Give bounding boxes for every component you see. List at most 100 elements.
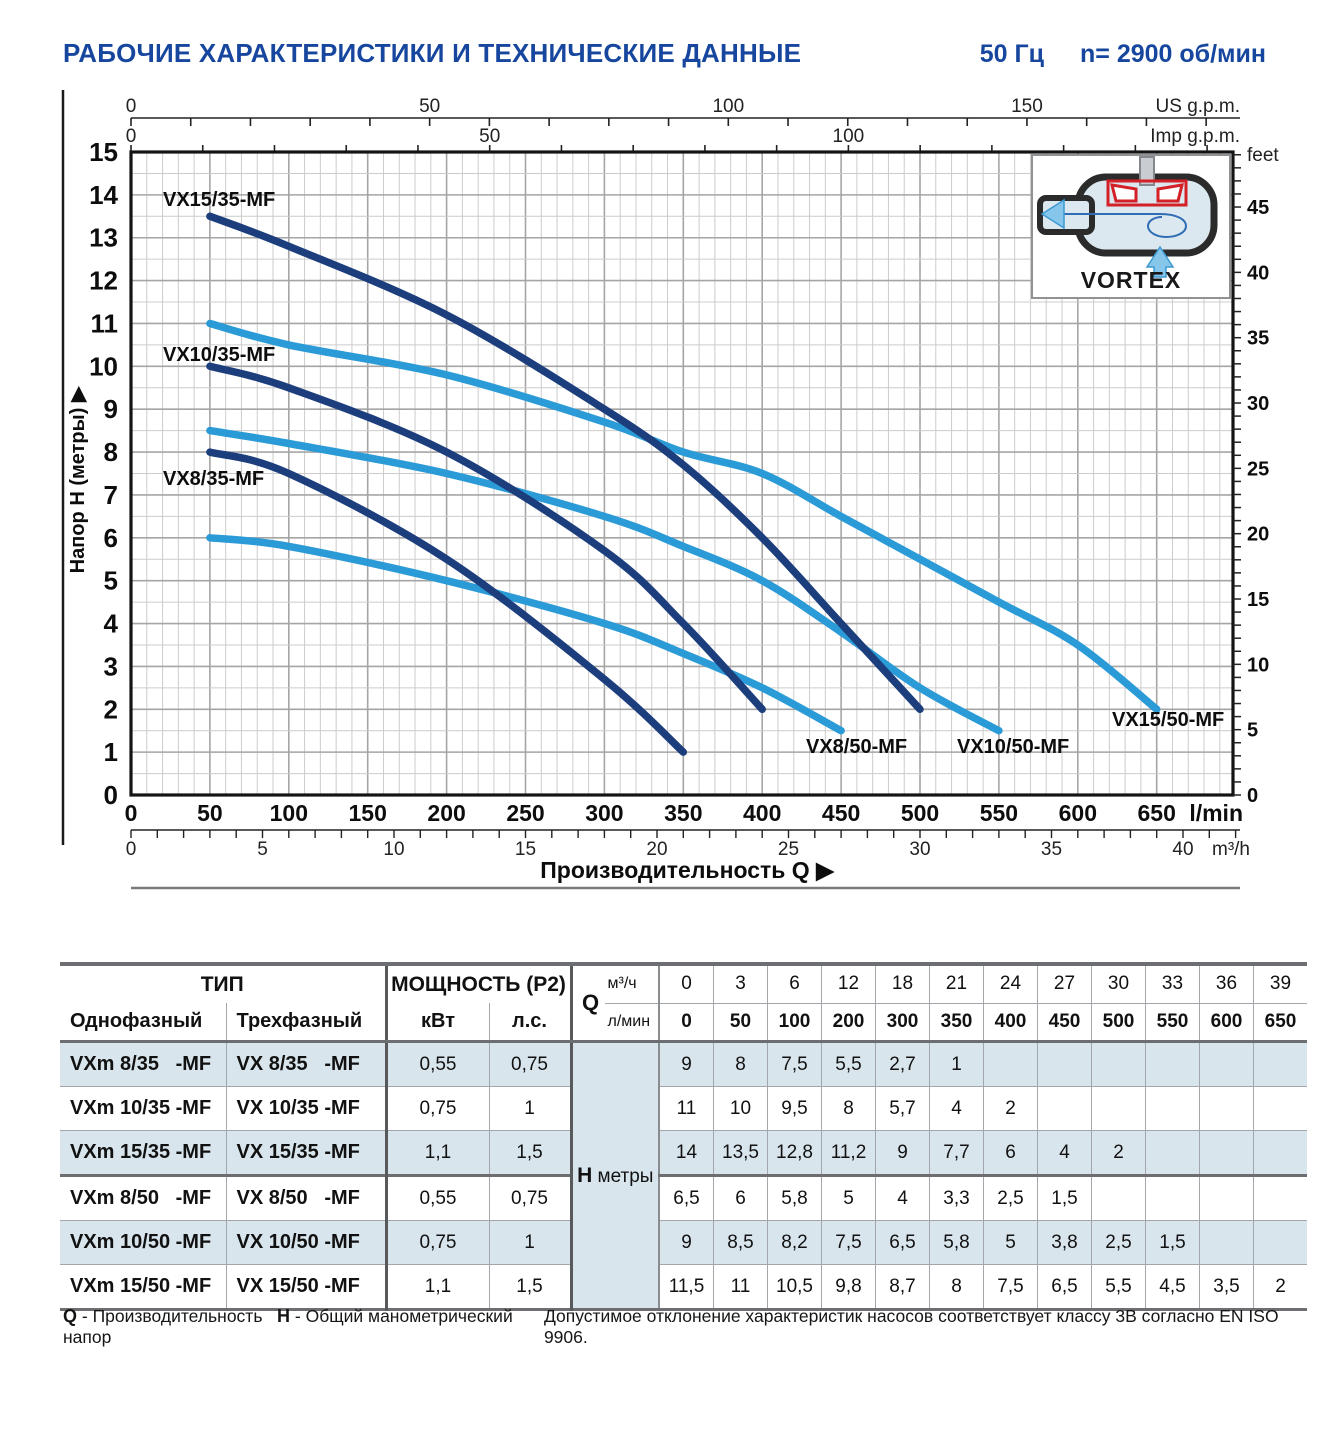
head-value: 9 bbox=[875, 1130, 930, 1176]
curve-VX8/50-MF bbox=[206, 534, 845, 735]
head-value bbox=[1145, 1041, 1200, 1087]
m3h-axis: 0 5 10 15 20 25 30 35 40 m³/h bbox=[126, 829, 1250, 860]
table-row: VXm 8/50 -MF VX 8/50 -MF 0,55 0,75 6,5 6 5,8 5 4… bbox=[60, 1174, 1307, 1221]
head-value: 4 bbox=[1037, 1130, 1092, 1176]
head-value: 2 bbox=[983, 1086, 1038, 1131]
header-m3h-value: 39 bbox=[1253, 964, 1307, 1004]
svg-text:20: 20 bbox=[1247, 524, 1269, 546]
curve-VX15/35-MF bbox=[206, 212, 924, 714]
header-m3h-value: 24 bbox=[983, 964, 1038, 1004]
speed-label: n= 2900 об/мин bbox=[1080, 40, 1266, 68]
head-value: 5,8 bbox=[929, 1220, 984, 1265]
pump-name-single: VXm 8/50 -MF bbox=[60, 1174, 227, 1221]
svg-text:35: 35 bbox=[1041, 839, 1062, 860]
outflow-arrow-icon bbox=[1040, 198, 1065, 230]
head-value: 4,5 bbox=[1145, 1264, 1200, 1310]
impeller-blade-right bbox=[1156, 183, 1185, 203]
head-value: 11 bbox=[713, 1264, 768, 1310]
pump-name-three: VX 8/35 -MF bbox=[225, 1041, 387, 1087]
svg-text:0: 0 bbox=[126, 126, 137, 147]
header-lmin-value: 500 bbox=[1091, 1003, 1146, 1043]
head-value: 7,5 bbox=[983, 1264, 1038, 1310]
head-value bbox=[1037, 1041, 1092, 1087]
head-value: 7,5 bbox=[767, 1041, 822, 1087]
power-hp: 1,5 bbox=[488, 1130, 572, 1176]
header-m3h-value: 21 bbox=[929, 964, 984, 1004]
page-title: РАБОЧИЕ ХАРАКТЕРИСТИКИ И ТЕХНИЧЕСКИЕ ДАН… bbox=[63, 38, 802, 68]
head-value bbox=[1037, 1086, 1092, 1131]
curve-VX15/50-MF bbox=[206, 319, 1161, 714]
head-value: 4 bbox=[929, 1086, 984, 1131]
header-lmin-value: 50 bbox=[713, 1003, 768, 1043]
head-value: 2,5 bbox=[983, 1174, 1038, 1221]
curve-VX8/35-MF bbox=[206, 448, 688, 756]
header-m3h-value: 18 bbox=[875, 964, 930, 1004]
pump-name-single: VXm 15/35 -MF bbox=[60, 1130, 227, 1176]
head-value: 6,5 bbox=[1037, 1264, 1092, 1310]
impeller-frame bbox=[1106, 179, 1188, 207]
pump-name-three: VX 8/50 -MF bbox=[225, 1174, 387, 1221]
head-value: 2 bbox=[1091, 1130, 1146, 1176]
svg-text:500: 500 bbox=[901, 800, 939, 826]
svg-text:m³/h: m³/h bbox=[1212, 839, 1250, 860]
header-m3h-value: 27 bbox=[1037, 964, 1092, 1004]
col-header-three-phase: Трехфазный bbox=[225, 1003, 387, 1043]
svg-text:5: 5 bbox=[104, 566, 118, 596]
legend-note: Q - Производительность H - Общий маномет… bbox=[63, 1306, 544, 1348]
head-value: 5 bbox=[983, 1220, 1038, 1265]
head-value: 3,5 bbox=[1199, 1264, 1254, 1310]
head-value bbox=[1145, 1174, 1200, 1221]
svg-text:VX8/50-MF: VX8/50-MF bbox=[806, 736, 907, 758]
svg-text:5: 5 bbox=[257, 839, 268, 860]
frequency-label: 50 Гц bbox=[979, 40, 1044, 68]
power-kw: 1,1 bbox=[384, 1264, 490, 1310]
head-value: 9 bbox=[658, 1041, 714, 1087]
svg-text:150: 150 bbox=[1011, 96, 1043, 117]
head-value: 11,2 bbox=[821, 1130, 876, 1176]
svg-text:15: 15 bbox=[515, 839, 536, 860]
vortex-inset: VORTEX bbox=[1031, 154, 1231, 299]
inflow-arrow-icon bbox=[1145, 245, 1175, 278]
svg-text:40: 40 bbox=[1172, 839, 1193, 860]
col-header-kw: кВт bbox=[384, 1003, 490, 1043]
imp-gpm-axis: 0 50 100 Imp g.p.m. bbox=[126, 126, 1240, 152]
power-hp: 0,75 bbox=[488, 1174, 572, 1221]
svg-text:30: 30 bbox=[909, 839, 930, 860]
y-axis-title: Напор H (метры) ▶ bbox=[67, 385, 89, 573]
header-m3h-value: 33 bbox=[1145, 964, 1200, 1004]
header-lmin-value: 100 bbox=[767, 1003, 822, 1043]
flow-line bbox=[1062, 213, 1188, 239]
header-lmin-value: 550 bbox=[1145, 1003, 1200, 1043]
svg-text:1: 1 bbox=[104, 737, 118, 767]
svg-text:450: 450 bbox=[822, 800, 860, 826]
header-m3h-value: 36 bbox=[1199, 964, 1254, 1004]
header-m3h-value: 3 bbox=[713, 964, 768, 1004]
footnote-row: Q - Производительность H - Общий маномет… bbox=[63, 1306, 1293, 1348]
table-row: VXm 8/35 -MF VX 8/35 -MF 0,55 0,75 H метры 9 8… bbox=[60, 1041, 1307, 1310]
svg-text:25: 25 bbox=[1247, 458, 1269, 480]
svg-text:feet: feet bbox=[1247, 145, 1279, 166]
head-value: 2,7 bbox=[875, 1041, 930, 1087]
curve-VX10/50-MF bbox=[206, 426, 1003, 735]
head-value bbox=[983, 1041, 1038, 1087]
pump-name-three: VX 15/50 -MF bbox=[225, 1264, 387, 1310]
head-value: 11,5 bbox=[658, 1264, 714, 1310]
pump-name-single: VXm 15/50 -MF bbox=[60, 1264, 227, 1310]
svg-text:8: 8 bbox=[104, 437, 118, 467]
head-value bbox=[1091, 1041, 1146, 1087]
svg-text:0: 0 bbox=[104, 780, 118, 810]
pump-name-single: VXm 10/35 -MF bbox=[60, 1086, 227, 1131]
legend-h-symbol: H bbox=[277, 1306, 291, 1326]
head-value: 14 bbox=[658, 1130, 714, 1176]
head-value: 8 bbox=[929, 1264, 984, 1310]
pump-name-three: VX 10/35 -MF bbox=[225, 1086, 387, 1131]
svg-text:14: 14 bbox=[89, 180, 118, 210]
title-row: РАБОЧИЕ ХАРАКТЕРИСТИКИ И ТЕХНИЧЕСКИЕ ДАН… bbox=[63, 38, 1266, 69]
power-kw: 1,1 bbox=[384, 1130, 490, 1176]
pump-performance-chart: 0 50 100 150 US g.p.m.0 50 100 Imp g.p.m.012345… bbox=[61, 90, 1279, 890]
head-value: 1 bbox=[929, 1041, 984, 1087]
head-value bbox=[1091, 1174, 1146, 1221]
